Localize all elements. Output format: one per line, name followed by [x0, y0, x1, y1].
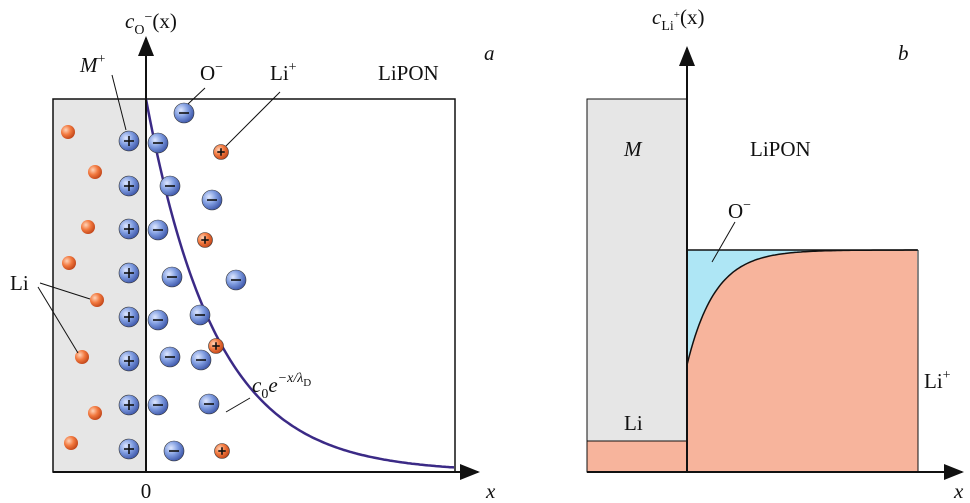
leader	[226, 398, 250, 412]
panel-letter: b	[898, 41, 909, 65]
anion-label: O−	[200, 60, 223, 85]
electrolyte-label: LiPON	[750, 137, 811, 161]
panel-letter: a	[484, 41, 495, 65]
leader	[226, 92, 280, 146]
lithium-label: Li	[10, 271, 29, 295]
lithium-atom	[88, 406, 102, 420]
lithium-atom	[90, 293, 104, 307]
x-axis-label: x	[953, 479, 964, 503]
lithium-atom	[81, 220, 95, 234]
y-axis-label: cO−(x)	[125, 9, 177, 38]
decay-curve	[146, 99, 454, 467]
lithium-atom	[88, 165, 102, 179]
cation-label: Li+	[270, 60, 297, 85]
origin-label: 0	[141, 479, 152, 503]
panel-a: cO−(x) a M+ O− Li+ LiPON Li c0e−x/λD 0 x	[10, 9, 496, 503]
leader	[188, 88, 205, 104]
curve-label: c0e−x/λD	[252, 371, 311, 402]
figure: cO−(x) a M+ O− Li+ LiPON Li c0e−x/λD 0 x…	[0, 0, 970, 503]
metal-label: M	[623, 137, 643, 161]
lithium-atom	[61, 125, 75, 139]
anion-label: O−	[728, 198, 751, 223]
metal-ion-label: M+	[79, 52, 106, 77]
panel-b: cLi+(x) b M LiPON O− Li Li+ x	[587, 5, 964, 503]
y-axis-label: cLi+(x)	[652, 5, 705, 34]
cation-label: Li+	[924, 368, 951, 393]
lithium-layer	[587, 441, 687, 472]
lithium-atom	[64, 436, 78, 450]
lithium-label: Li	[624, 411, 643, 435]
electrolyte-label: LiPON	[378, 61, 439, 85]
x-axis-label: x	[485, 479, 496, 503]
lithium-atom	[62, 256, 76, 270]
